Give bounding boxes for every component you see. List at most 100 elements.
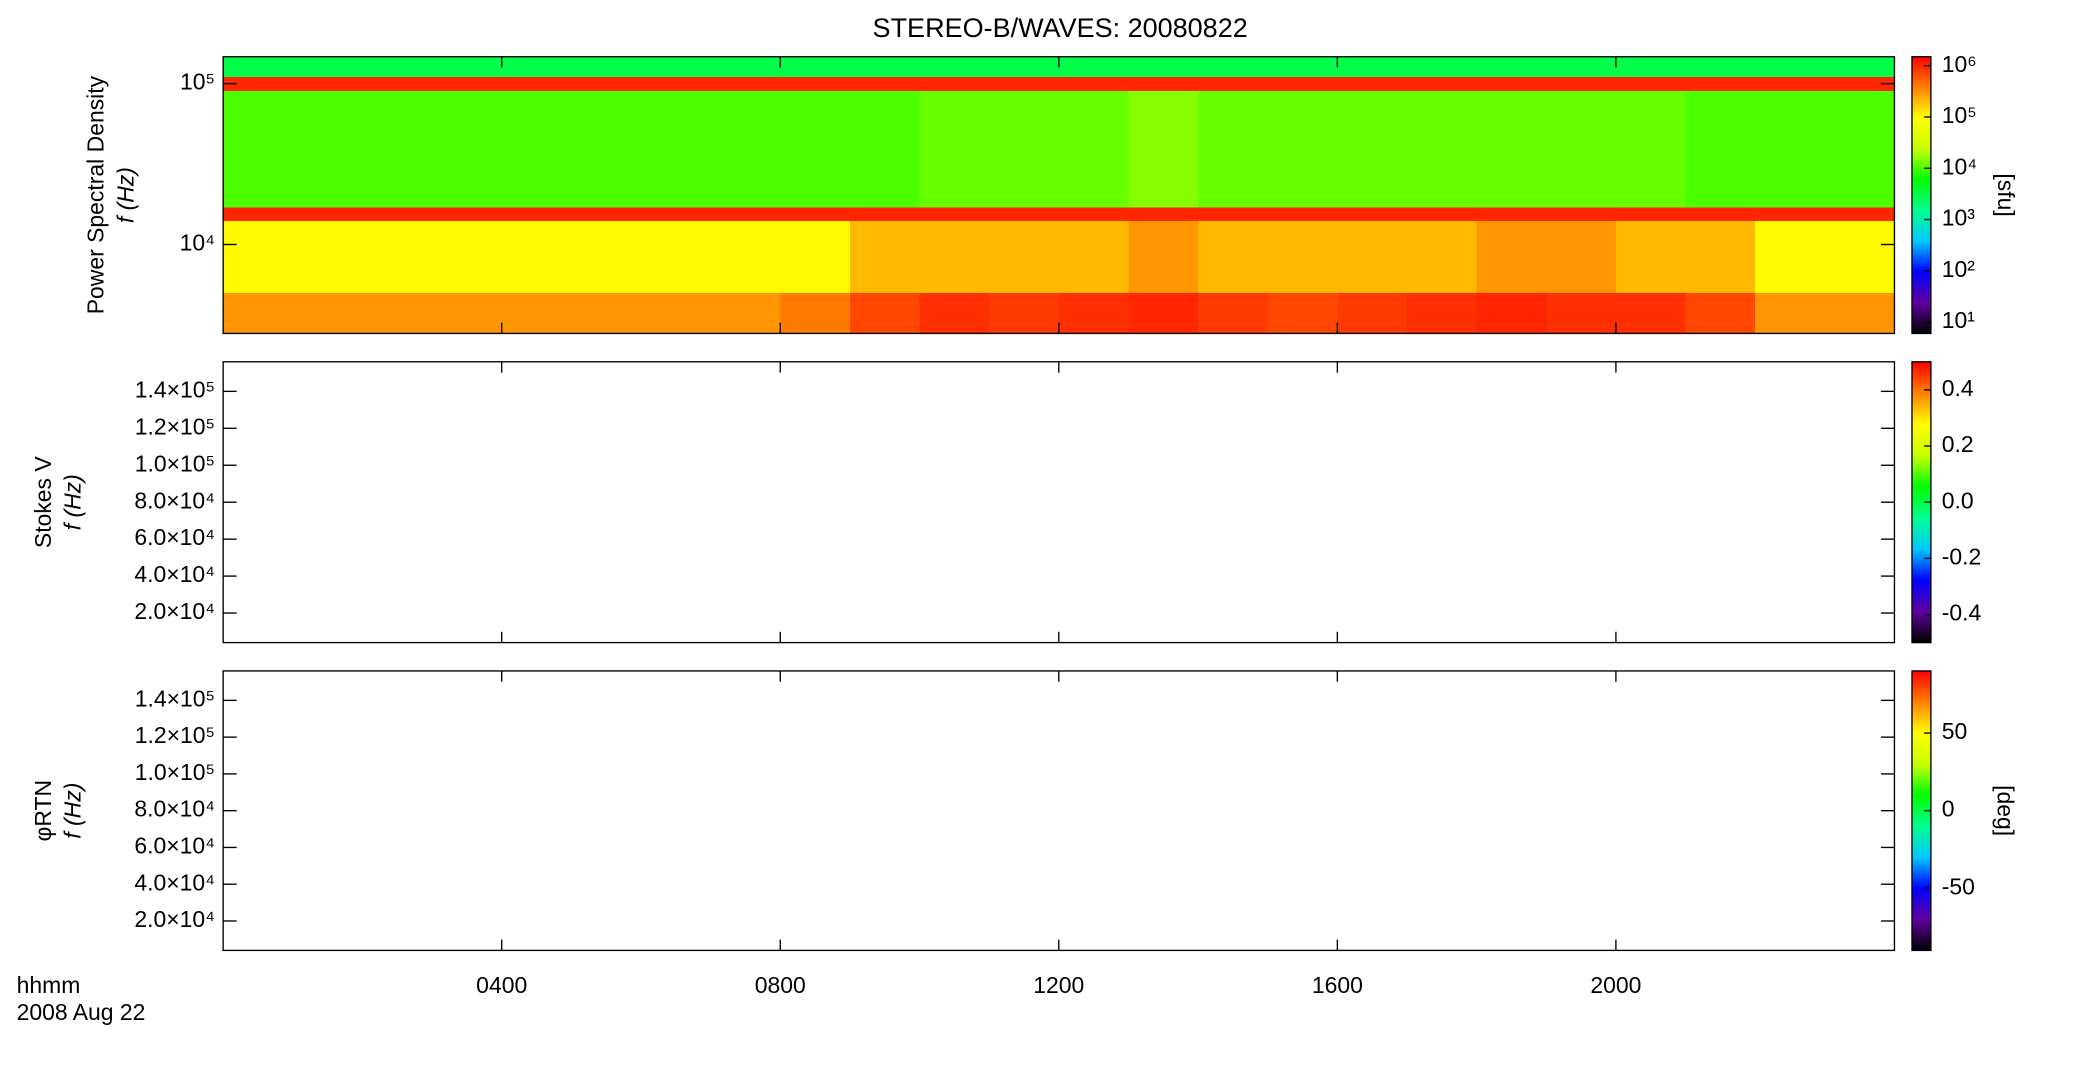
heatmap-cell xyxy=(710,292,781,334)
heatmap-cell xyxy=(292,90,364,208)
heatmap-cell xyxy=(362,56,433,77)
heatmap-cell xyxy=(362,76,433,91)
heatmap-cell xyxy=(710,220,781,293)
heatmap-cell xyxy=(223,56,294,77)
heatmap-cell xyxy=(919,90,990,208)
heatmap-cell xyxy=(1058,292,1130,334)
heatmap-cell xyxy=(292,76,364,91)
y-tick-label: 8.0×10⁴ xyxy=(134,487,215,513)
heatmap-cell xyxy=(849,76,921,91)
y-axis-label: f (Hz) xyxy=(112,167,138,223)
heatmap-cell xyxy=(223,90,294,208)
heatmap-cell xyxy=(1337,90,1408,208)
heatmap-cell xyxy=(1615,56,1687,77)
heatmap-cell xyxy=(989,76,1060,91)
heatmap-cell xyxy=(640,292,712,334)
heatmap-cell xyxy=(432,220,503,293)
heatmap-cell xyxy=(1755,90,1826,208)
heatmap-cell xyxy=(710,76,781,91)
heatmap-cell xyxy=(223,220,294,293)
y-tick-label: 6.0×10⁴ xyxy=(134,833,215,859)
plot-frame xyxy=(222,361,1896,644)
heatmap-cell xyxy=(1128,220,1199,293)
y-axis-label: φRTN xyxy=(30,780,56,842)
heatmap-cell xyxy=(780,56,851,77)
heatmap-cell xyxy=(780,76,851,91)
colorbar-tick-label: 10⁶ xyxy=(1942,51,1977,77)
colorbar-tick-label: 0 xyxy=(1942,796,1955,822)
heatmap-cell xyxy=(640,207,712,221)
heatmap-cell xyxy=(1198,76,1269,91)
heatmap-cell xyxy=(1546,292,1617,334)
heatmap-cell xyxy=(919,76,990,91)
heatmap-cell xyxy=(1198,90,1269,208)
heatmap-cell xyxy=(571,220,642,293)
heatmap-cell xyxy=(1198,220,1269,293)
colorbar-tick-label: -0.4 xyxy=(1942,600,1982,626)
colorbar-label: [sfu] xyxy=(1993,173,2019,216)
y-tick-label: 1.2×10⁵ xyxy=(135,413,215,439)
heatmap-cell xyxy=(1128,76,1199,91)
heatmap-cell xyxy=(1267,207,1339,221)
heatmap-cell xyxy=(1337,220,1408,293)
heatmap-cell xyxy=(989,90,1060,208)
heatmap-cell xyxy=(362,292,433,334)
heatmap-cell xyxy=(1615,292,1687,334)
heatmap-cell xyxy=(1546,90,1617,208)
heatmap-cell xyxy=(640,90,712,208)
x-axis-label: hhmm xyxy=(17,972,81,998)
heatmap-cell xyxy=(1476,90,1547,208)
heatmap-cell xyxy=(1406,207,1478,221)
colorbar-tick-label: 10² xyxy=(1942,256,1976,282)
heatmap-cell xyxy=(1824,56,1896,77)
heatmap-cell xyxy=(1198,56,1269,77)
heatmap-cell xyxy=(989,207,1060,221)
heatmap-cell xyxy=(780,220,851,293)
y-axis-label: f (Hz) xyxy=(60,783,86,839)
heatmap-cell xyxy=(780,292,851,334)
heatmap-cell xyxy=(1824,76,1896,91)
heatmap-cell xyxy=(571,90,642,208)
heatmap-cell xyxy=(849,292,921,334)
heatmap-cell xyxy=(1546,207,1617,221)
heatmap-cell xyxy=(1128,56,1199,77)
y-tick-label: 1.0×10⁵ xyxy=(135,759,215,785)
y-tick-label: 4.0×10⁴ xyxy=(134,561,215,587)
heatmap-cell xyxy=(223,292,294,334)
colorbar-label: [deg] xyxy=(1993,785,2019,836)
heatmap-cell xyxy=(1824,207,1896,221)
y-tick-label: 2.0×10⁴ xyxy=(134,906,215,932)
heatmap-cell xyxy=(292,292,364,334)
heatmap-cell xyxy=(1824,292,1896,334)
heatmap-cell xyxy=(1267,220,1339,293)
heatmap-cell xyxy=(1406,90,1478,208)
y-tick-label: 4.0×10⁴ xyxy=(134,869,215,895)
heatmap-cell xyxy=(432,76,503,91)
heatmap-cell xyxy=(1058,90,1130,208)
colorbar-tick-label: 10⁴ xyxy=(1942,153,1977,179)
heatmap-cell xyxy=(1406,220,1478,293)
colorbar-tick-label: 10⁵ xyxy=(1942,102,1977,128)
heatmap-cell xyxy=(1546,220,1617,293)
heatmap-cell xyxy=(1824,90,1896,208)
heatmap-cell xyxy=(432,56,503,77)
heatmap-cell xyxy=(989,220,1060,293)
colorbar xyxy=(1911,56,1932,335)
heatmap-cell xyxy=(1058,207,1130,221)
heatmap-cell xyxy=(919,292,990,334)
heatmap-cell xyxy=(1267,56,1339,77)
heatmap-cell xyxy=(292,207,364,221)
heatmap-cell xyxy=(362,207,433,221)
y-tick-label: 10⁵ xyxy=(180,69,215,95)
heatmap-cell xyxy=(1337,76,1408,91)
heatmap-cell xyxy=(1476,292,1547,334)
heatmap-cell xyxy=(1058,220,1130,293)
heatmap-cell xyxy=(1198,292,1269,334)
colorbar-tick-label: 10³ xyxy=(1942,205,1976,231)
heatmap-cell xyxy=(571,76,642,91)
heatmap-cell xyxy=(919,56,990,77)
heatmap-cell xyxy=(1755,56,1826,77)
heatmap-cell xyxy=(1685,220,1756,293)
heatmap-cell xyxy=(1406,56,1478,77)
